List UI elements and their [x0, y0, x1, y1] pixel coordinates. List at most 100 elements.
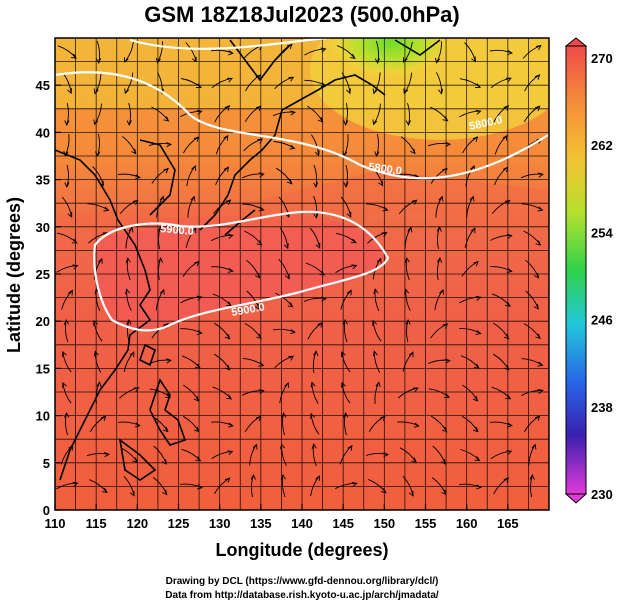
streamline-arrow: [56, 264, 79, 273]
y-tick-label: 45: [36, 78, 50, 93]
y-tick-label: 40: [36, 125, 50, 140]
streamline-arrow: [523, 230, 542, 246]
contour-north: [129, 38, 331, 50]
streamline-arrow: [211, 421, 234, 428]
streamline-arrow: [281, 411, 287, 436]
streamline-arrow: [241, 389, 265, 396]
streamline-arrow: [404, 226, 413, 249]
streamline-arrow: [155, 41, 164, 64]
streamline-arrow: [93, 103, 102, 126]
streamline-arrow: [212, 386, 233, 400]
streamline-arrow: [341, 72, 351, 95]
streamline-arrow: [434, 288, 444, 311]
streamline-arrow: [149, 388, 172, 398]
height-contours: [55, 38, 549, 332]
streamline-arrow: [428, 388, 451, 398]
x-tick-label: 140: [291, 516, 313, 531]
streamline-arrow: [490, 450, 513, 460]
streamline-arrow: [372, 319, 382, 342]
streamline-arrow: [404, 288, 411, 312]
y-tick-label: 15: [36, 361, 50, 376]
streamline-arrow: [399, 447, 417, 463]
y-tick-label: 5: [43, 456, 50, 471]
streamline-arrow: [341, 350, 351, 373]
streamline-arrow: [466, 195, 475, 218]
x-tick-labels: 110 115 120 125 130 135 140 145 150 155 160 165: [45, 504, 519, 531]
streamline-arrow: [242, 203, 265, 212]
streamline-arrow: [180, 295, 203, 304]
streamline-arrow: [521, 358, 544, 367]
streamline-arrow: [211, 233, 234, 242]
streamline-arrow: [341, 381, 351, 404]
colorbar-scale: [565, 45, 587, 495]
streamline-arrow: [365, 452, 390, 458]
streamline-arrow: [64, 102, 70, 127]
streamline-arrow: [528, 443, 537, 466]
streamline-arrow: [57, 232, 78, 244]
streamline-arrow: [61, 196, 73, 218]
streamline-arrow: [529, 473, 535, 498]
streamline-arrow: [335, 481, 358, 490]
map-grid: [55, 38, 549, 510]
streamline-arrow: [430, 323, 449, 339]
streamline-arrow: [120, 447, 139, 463]
streamline-arrow: [336, 232, 357, 244]
streamline-arrow: [494, 166, 509, 185]
streamline-arrow: [249, 443, 258, 466]
y-tick-label: 35: [36, 173, 50, 188]
streamline-arrow: [368, 478, 387, 494]
streamline-arrow: [243, 138, 264, 152]
streamline-arrow: [61, 289, 73, 310]
y-axis-label: Latitude (degrees): [4, 197, 24, 353]
streamline-arrow: [342, 318, 348, 343]
streamline-arrow: [183, 136, 200, 154]
streamline-arrow: [335, 264, 358, 273]
coastlines: [55, 39, 441, 481]
streamline-arrow: [123, 41, 134, 64]
credit-drawing: Drawing by DCL (https://www.gfd-dennou.o…: [166, 576, 439, 587]
streamline-arrow: [124, 72, 134, 95]
streamline-arrow: [56, 481, 79, 490]
streamline-arrow: [148, 142, 173, 148]
streamline-arrow: [459, 78, 482, 88]
streamline-arrow: [95, 381, 102, 404]
credit-data: Data from http://database.rish.kyoto-u.a…: [165, 590, 439, 601]
streamline-arrow: [279, 381, 289, 404]
streamline-arrow: [374, 381, 381, 404]
streamline-arrow: [123, 475, 135, 497]
streamline-arrow: [436, 225, 442, 250]
streamline-arrow: [64, 164, 70, 189]
streamline-arrow: [373, 288, 380, 312]
streamline-arrow: [186, 164, 196, 187]
streamline-arrow: [374, 133, 380, 158]
y-tick-label: 25: [36, 267, 50, 282]
streamline-arrow: [185, 227, 197, 248]
y-tick-label: 10: [36, 409, 50, 424]
streamline-arrow: [521, 388, 544, 396]
streamline-arrow: [493, 477, 510, 495]
streamline-arrow: [427, 358, 451, 364]
streamline-arrow: [214, 322, 231, 340]
streamline-arrow: [307, 321, 323, 340]
streamline-arrow: [187, 195, 196, 218]
streamline-arrow: [525, 259, 540, 279]
y-tick-label: 0: [43, 503, 50, 518]
streamline-arrow: [459, 483, 482, 490]
streamline-arrow: [182, 415, 200, 433]
streamline-arrow: [309, 227, 321, 249]
streamline-arrow: [459, 295, 482, 304]
streamline-arrow: [521, 203, 544, 212]
x-tick-label: 145: [332, 516, 354, 531]
x-tick-label: 120: [126, 516, 148, 531]
streamline-arrow: [340, 196, 352, 218]
streamline-arrow: [405, 102, 411, 127]
streamline-arrow: [274, 355, 295, 369]
streamline-arrow: [372, 72, 381, 95]
streamline-arrow: [214, 105, 231, 123]
streamline-arrow: [244, 230, 263, 246]
contour-5800: [55, 71, 549, 180]
streamline-arrow: [125, 257, 131, 281]
streamline-arrow: [123, 351, 135, 372]
streamline-arrow: [524, 74, 541, 92]
streamline-arrow: [275, 167, 293, 185]
